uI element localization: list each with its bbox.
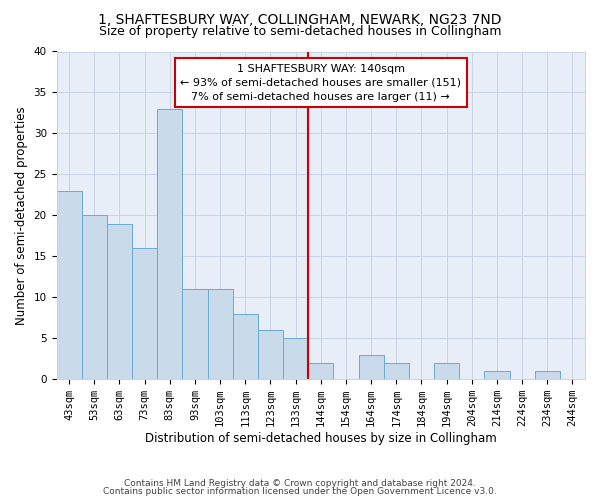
Bar <box>233 314 258 379</box>
Bar <box>157 109 182 379</box>
Bar <box>208 289 233 379</box>
Y-axis label: Number of semi-detached properties: Number of semi-detached properties <box>15 106 28 324</box>
Bar <box>56 191 82 379</box>
Bar <box>308 363 334 379</box>
Text: Size of property relative to semi-detached houses in Collingham: Size of property relative to semi-detach… <box>99 25 501 38</box>
Text: Contains HM Land Registry data © Crown copyright and database right 2024.: Contains HM Land Registry data © Crown c… <box>124 478 476 488</box>
Bar <box>484 371 509 379</box>
Text: 1, SHAFTESBURY WAY, COLLINGHAM, NEWARK, NG23 7ND: 1, SHAFTESBURY WAY, COLLINGHAM, NEWARK, … <box>98 12 502 26</box>
Bar <box>258 330 283 379</box>
Bar <box>535 371 560 379</box>
Bar <box>82 216 107 379</box>
Text: 1 SHAFTESBURY WAY: 140sqm
← 93% of semi-detached houses are smaller (151)
7% of : 1 SHAFTESBURY WAY: 140sqm ← 93% of semi-… <box>180 64 461 102</box>
Text: Contains public sector information licensed under the Open Government Licence v3: Contains public sector information licen… <box>103 487 497 496</box>
Bar <box>383 363 409 379</box>
Bar <box>107 224 132 379</box>
Bar <box>132 248 157 379</box>
Bar <box>182 289 208 379</box>
Bar <box>283 338 308 379</box>
X-axis label: Distribution of semi-detached houses by size in Collingham: Distribution of semi-detached houses by … <box>145 432 497 445</box>
Bar <box>359 354 383 379</box>
Bar <box>434 363 459 379</box>
